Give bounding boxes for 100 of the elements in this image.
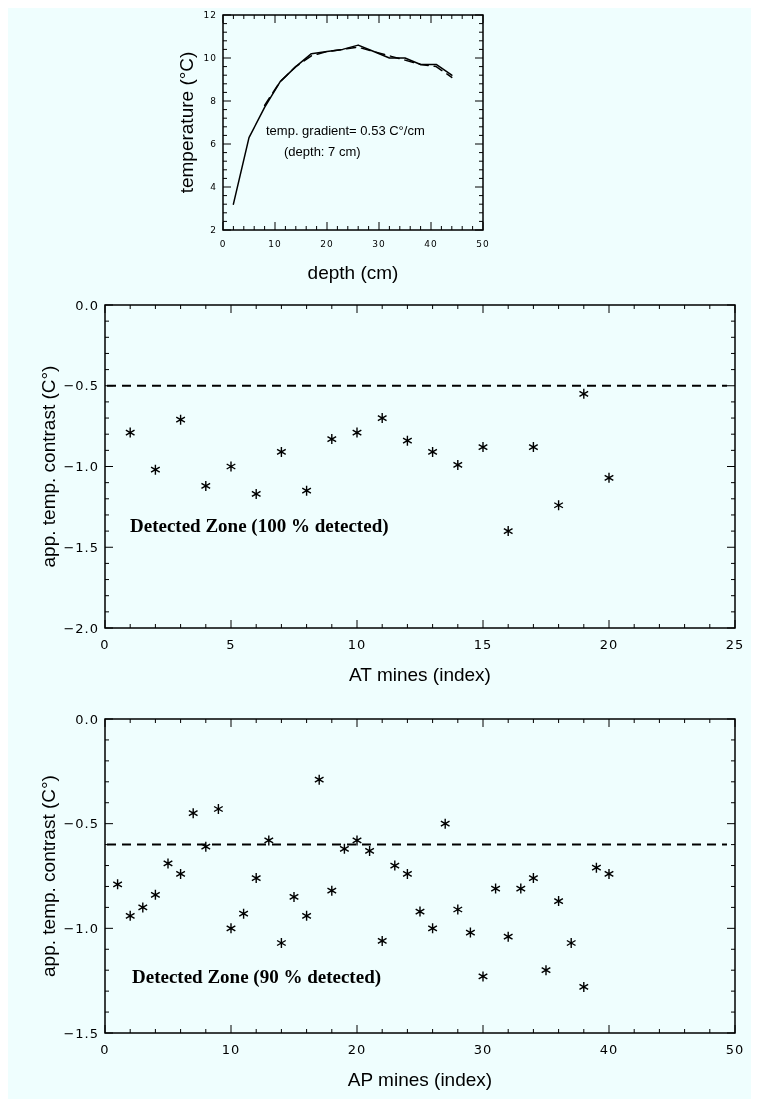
point xyxy=(188,807,199,819)
point xyxy=(125,910,136,922)
x-tick-label: 0 xyxy=(219,239,227,249)
y-axis-title: app. temp. contrast (C°) xyxy=(38,775,59,977)
point xyxy=(503,525,514,537)
x-tick-label: 50 xyxy=(725,1042,745,1057)
x-tick-label: 10 xyxy=(221,1042,241,1057)
point xyxy=(251,872,262,884)
x-tick-label: 20 xyxy=(599,637,619,652)
point xyxy=(364,845,375,857)
point xyxy=(414,905,426,918)
point xyxy=(377,412,388,424)
y-axis-title: temperature (°C) xyxy=(176,51,197,194)
point xyxy=(326,884,337,897)
point xyxy=(440,817,451,830)
x-tick-label: 40 xyxy=(599,1042,619,1057)
x-tick-label: 20 xyxy=(347,1042,367,1057)
y-tick-label: 0.0 xyxy=(75,711,99,727)
point xyxy=(351,426,363,439)
point xyxy=(377,935,388,947)
point xyxy=(263,834,274,847)
y-tick-label: −0.5 xyxy=(63,378,99,394)
point xyxy=(276,446,287,458)
x-tick-label: 0 xyxy=(100,1042,110,1057)
point xyxy=(225,922,237,935)
point xyxy=(251,488,262,500)
x-tick-label: 25 xyxy=(725,637,745,652)
annotation: temp. gradient= 0.53 C°/cm xyxy=(266,123,425,138)
y-tick-label: −2.0 xyxy=(63,620,99,636)
y-tick-label: 2 xyxy=(210,225,217,236)
point xyxy=(477,970,489,983)
point xyxy=(578,981,589,993)
y-tick-label: 8 xyxy=(210,96,217,107)
point xyxy=(150,889,161,901)
point xyxy=(528,872,539,884)
point xyxy=(175,868,186,880)
point xyxy=(578,388,589,400)
x-axis-title: AP mines (index) xyxy=(347,1069,493,1090)
point xyxy=(150,464,161,476)
annotation: (depth: 7 cm) xyxy=(284,144,361,159)
point xyxy=(566,937,577,949)
point xyxy=(402,434,413,447)
point xyxy=(591,861,602,874)
y-tick-label: 12 xyxy=(203,10,217,21)
y-tick-label: 10 xyxy=(203,53,217,64)
point xyxy=(314,774,325,786)
point xyxy=(301,910,312,922)
x-tick-label: 10 xyxy=(347,637,367,652)
point xyxy=(339,843,350,855)
y-tick-label: 4 xyxy=(210,182,217,193)
point xyxy=(540,964,552,976)
point xyxy=(200,840,211,853)
point xyxy=(427,922,438,935)
point xyxy=(553,895,564,907)
point xyxy=(276,937,287,949)
point xyxy=(225,460,237,473)
point xyxy=(477,441,489,453)
x-tick-label: 15 xyxy=(473,637,493,652)
point xyxy=(326,433,337,445)
point xyxy=(175,413,186,426)
point xyxy=(452,459,463,471)
point xyxy=(301,485,312,497)
point xyxy=(351,834,363,847)
point xyxy=(288,891,300,903)
x-axis-title: AT mines (index) xyxy=(349,664,491,685)
point xyxy=(503,931,514,943)
x-tick-label: 10 xyxy=(268,239,282,249)
point xyxy=(427,446,438,458)
point xyxy=(515,882,526,895)
x-tick-label: 30 xyxy=(473,1042,493,1057)
point xyxy=(452,903,463,916)
annotation: Detected Zone (90 % detected) xyxy=(132,966,382,988)
x-tick-label: 20 xyxy=(320,239,334,249)
y-tick-label: −1.5 xyxy=(63,1025,99,1041)
y-tick-label: 0.0 xyxy=(75,297,99,313)
x-tick-label: 0 xyxy=(100,637,110,652)
point xyxy=(389,859,400,872)
point xyxy=(125,426,136,439)
y-tick-label: −1.5 xyxy=(63,539,99,555)
x-tick-label: 40 xyxy=(424,239,438,249)
y-tick-label: −0.5 xyxy=(63,816,99,832)
x-tick-label: 50 xyxy=(476,239,490,249)
annotation: Detected Zone (100 % detected) xyxy=(130,515,389,537)
point xyxy=(200,480,211,492)
point xyxy=(238,907,249,920)
point xyxy=(402,868,413,880)
point xyxy=(528,441,539,453)
point xyxy=(112,878,123,891)
y-tick-label: −1.0 xyxy=(63,459,99,475)
point xyxy=(603,472,615,484)
x-tick-label: 5 xyxy=(226,637,236,652)
y-tick-label: −1.0 xyxy=(63,920,99,936)
y-tick-label: 6 xyxy=(210,139,217,150)
y-axis-title: app. temp. contrast (C°) xyxy=(38,365,59,568)
point xyxy=(490,882,501,895)
point xyxy=(137,901,148,914)
point xyxy=(465,926,476,939)
point xyxy=(162,857,174,870)
point xyxy=(213,803,224,815)
point xyxy=(603,868,615,880)
